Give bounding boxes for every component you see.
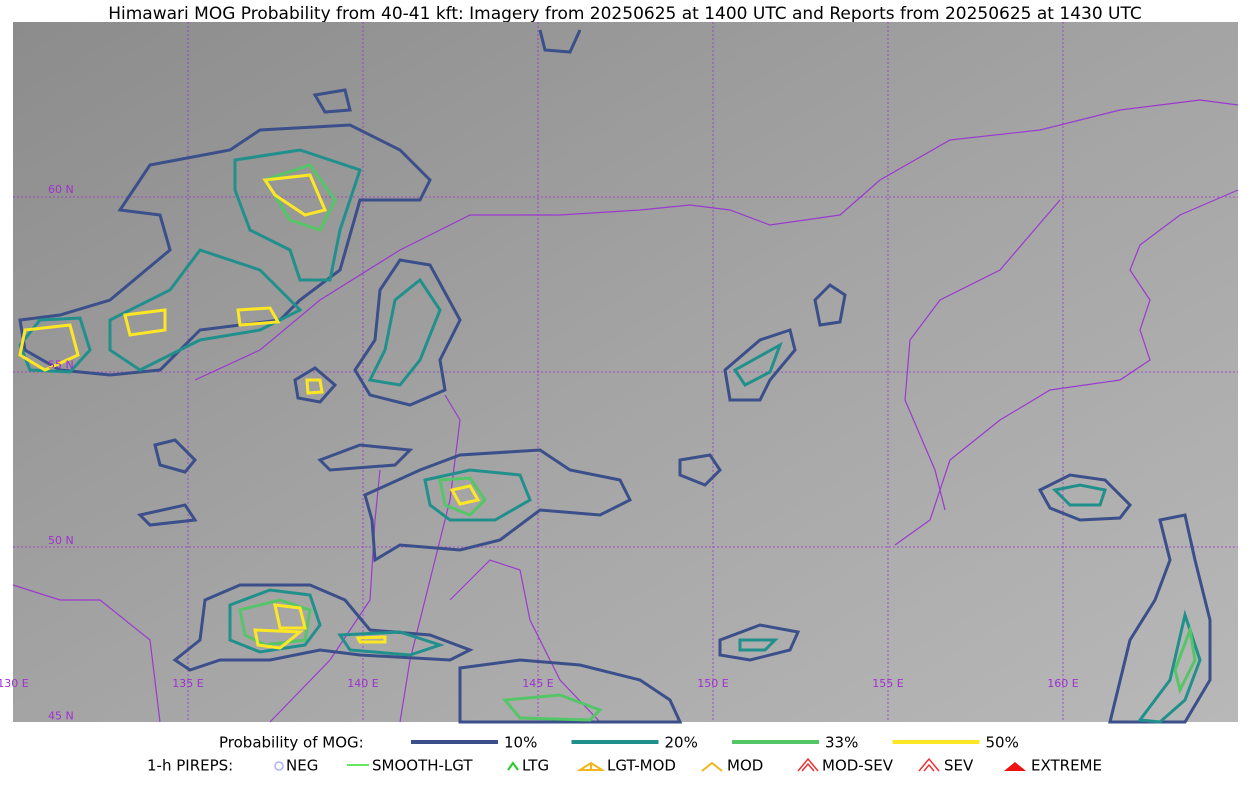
pirep-legend: NEG SMOOTH-LGT LTG LGT-MOD MOD MOD-SEV SEV EXTR… [274, 757, 1102, 775]
icon [918, 757, 940, 772]
lon-label: 150 E [697, 677, 728, 690]
map: 60 N 55 N 50 N 45 N 130 E 135 E 140 E 145 E 150… [0, 22, 1239, 724]
longitude-labels: 130 E 135 E 140 E 145 E 150 E 155 E 160 E [0, 677, 1079, 690]
legend-title: Probability of MOG: [219, 734, 364, 752]
legend-title: 1-h PIREPS: [147, 757, 233, 775]
legend-label: MOD [727, 757, 763, 775]
lat-label: 55 N [48, 359, 74, 372]
lat-label: 45 N [48, 710, 74, 723]
lon-label: 130 E [0, 677, 29, 690]
icon [797, 757, 819, 772]
lon-label: 160 E [1047, 677, 1078, 690]
legend: Probability of MOG: 1-h PIREPS: 10% 20% 33… [147, 734, 1102, 775]
icon [701, 761, 723, 772]
icon [274, 761, 284, 771]
icon [507, 761, 519, 771]
lat-label: 60 N [48, 183, 74, 196]
grid [13, 22, 1238, 722]
title: Himawari MOG Probability from 40-41 kft:… [108, 4, 1142, 24]
legend-label: MOD-SEV [822, 757, 894, 775]
latitude-labels: 60 N 55 N 50 N 45 N [48, 183, 74, 723]
legend-label: SEV [944, 757, 974, 775]
coastlines [12, 99, 1239, 723]
lon-label: 145 E [522, 677, 553, 690]
legend-label: 33% [825, 734, 858, 752]
legend-label: NEG [286, 757, 318, 775]
legend-label: 10% [504, 734, 537, 752]
legend-label: LTG [522, 757, 549, 775]
legend-label: EXTREME [1031, 757, 1102, 775]
icon [576, 761, 606, 771]
lon-label: 135 E [172, 677, 203, 690]
icon [1004, 762, 1026, 771]
probability-legend: 10% 20% 33% 50% [411, 734, 1019, 752]
legend-label: 20% [665, 734, 698, 752]
legend-label: LGT-MOD [607, 757, 676, 775]
legend-label: 50% [986, 734, 1019, 752]
legend-label: SMOOTH-LGT [372, 757, 473, 775]
mog-contours [18, 29, 1212, 724]
lat-label: 50 N [48, 534, 74, 547]
lon-label: 155 E [872, 677, 903, 690]
lon-label: 140 E [347, 677, 378, 690]
